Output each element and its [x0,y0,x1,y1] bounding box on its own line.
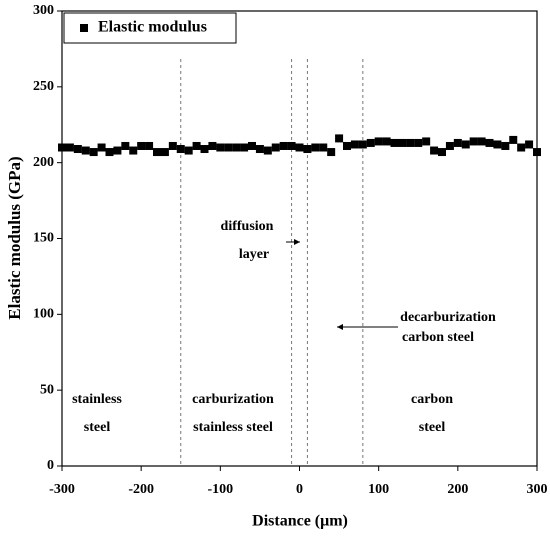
data-point [137,141,146,150]
data-point [287,141,296,150]
data-point [358,140,367,149]
x-tick-label: 0 [296,482,303,497]
x-tick-label: -100 [207,482,233,497]
data-point [105,148,114,157]
annotation: carbon [411,392,453,407]
data-point [533,148,541,157]
data-point [295,143,304,152]
data-point [184,146,193,155]
data-point [382,137,391,146]
x-tick-label: -300 [49,482,75,497]
data-point [208,141,217,150]
data-point [493,140,502,149]
annotation: steel [84,420,111,435]
data-point [406,138,415,147]
data-point [335,134,344,143]
data-point [461,140,470,149]
arrow-head [337,324,343,330]
data-point [153,148,161,157]
y-tick-label: 50 [40,382,54,397]
legend-marker [80,24,88,32]
data-point [398,138,407,147]
data-point [311,143,320,152]
data-point [501,141,510,150]
data-point [374,137,383,146]
arrow-head [294,239,300,245]
data-point [303,145,312,154]
legend-label: Elastic modulus [98,19,207,36]
data-point [509,135,518,144]
data-point [485,138,494,147]
x-tick-label: 100 [368,482,389,497]
data-point [192,141,201,150]
data-point [232,143,241,152]
data-point [121,141,130,150]
x-tick-label: 200 [447,482,468,497]
annotation: carburization [192,392,274,407]
data-point [279,141,288,150]
data-point [145,141,154,150]
x-axis-label: Distance (μm) [252,513,348,530]
annotation: stainless steel [193,420,273,435]
data-point [248,141,256,150]
data-point [224,143,233,152]
annotation: steel [419,420,446,435]
y-tick-label: 250 [33,79,54,94]
data-point [517,143,526,152]
data-point [216,143,225,152]
data-point [430,146,439,155]
data-point [168,141,177,150]
legend-box [63,12,237,44]
data-point [453,138,462,147]
data-point [319,143,328,152]
data-point [97,143,106,152]
data-point [240,143,249,152]
y-tick-label: 200 [33,155,54,170]
annotation: stainless [72,392,122,407]
data-point [477,137,486,146]
data-point [438,148,446,157]
data-point [469,137,478,146]
data-point [422,137,431,146]
x-tick-label: -200 [128,482,154,497]
data-point [366,138,375,147]
data-point [73,145,82,154]
data-point [89,148,98,157]
data-point [343,141,351,150]
data-point [350,140,359,149]
y-tick-label: 100 [33,307,54,322]
annotation: diffusion [221,219,274,234]
annotation: decarburization [400,310,496,325]
annotation: carbon steel [402,330,474,345]
data-point [160,148,169,157]
data-point [200,145,209,154]
y-tick-label: 300 [33,3,54,18]
data-point [327,148,336,157]
data-point [255,145,264,154]
annotation: layer [239,247,269,262]
data-point [525,140,534,149]
data-point [445,141,454,150]
y-axis-label: Elastic modulus (GPa) [5,156,24,319]
x-tick-label: 300 [527,482,548,497]
y-tick-label: 150 [33,231,54,246]
data-point [81,146,90,155]
data-point [390,138,399,147]
data-point [176,145,185,154]
y-tick-label: 0 [47,458,54,473]
data-point [113,146,122,155]
data-point [129,146,138,155]
data-point [271,143,280,152]
data-point [263,146,272,155]
data-point [414,138,423,147]
data-point [65,143,74,152]
data-point [58,143,66,152]
